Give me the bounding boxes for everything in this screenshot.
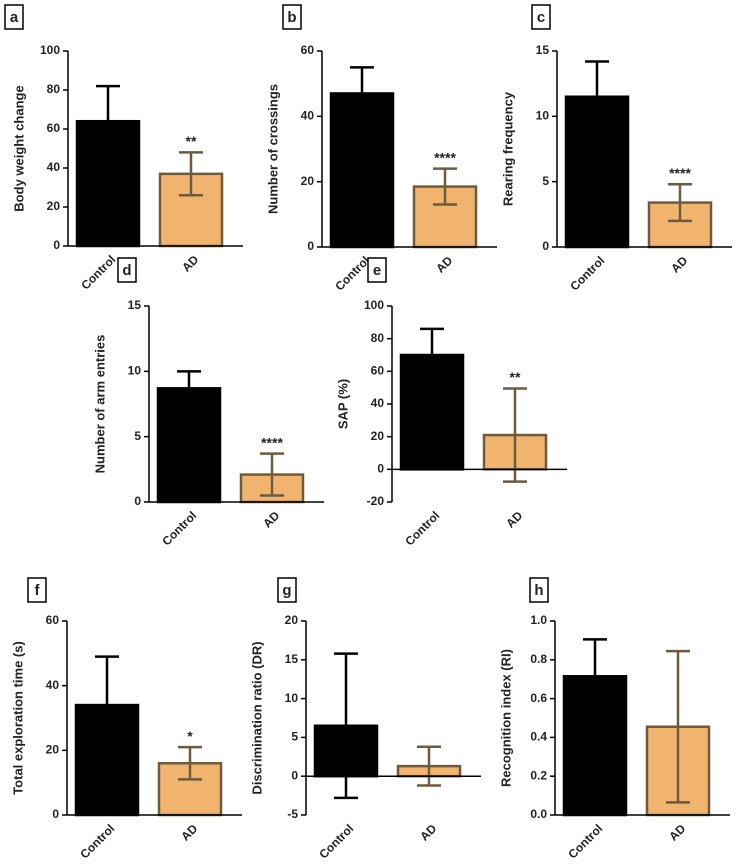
y-tick-label: 0.0 <box>530 807 547 821</box>
y-tick-label: 0 <box>52 807 59 821</box>
y-tick-label: 1.0 <box>530 613 547 627</box>
y-tick-label: 20 <box>371 429 385 443</box>
x-tick-label: Control <box>402 508 442 548</box>
panel: c Rearing frequency 0 5 10 15 Control **** AD <box>500 4 732 294</box>
y-axis-label: SAP (%) <box>335 379 350 429</box>
panel-label-box <box>367 257 387 283</box>
significance: **** <box>261 434 283 450</box>
significance: **** <box>669 165 691 181</box>
y-tick-label: 60 <box>47 121 61 135</box>
panel-label: f <box>35 582 41 599</box>
x-tick-label: AD <box>503 508 525 530</box>
panel-label: a <box>10 9 19 26</box>
y-tick-label: 40 <box>46 678 60 692</box>
y-tick-label: 0 <box>377 462 384 476</box>
panel: e SAP (%) -20 0 20 40 60 80 100 Control ** AD <box>335 257 567 549</box>
significance: ** <box>186 133 197 149</box>
y-tick-label: 0.2 <box>530 768 547 782</box>
panel: f Total exploration time (s) 0 20 40 60 Contro… <box>10 577 242 862</box>
y-tick-label: 5 <box>134 429 141 443</box>
y-axis-label: Recognition index (RI) <box>498 649 513 787</box>
panel-label: h <box>534 582 543 599</box>
y-axis-label: Rearing frequency <box>500 91 515 206</box>
y-tick-label: 20 <box>301 174 315 188</box>
y-axis-label: Discrimination ratio (DR) <box>249 641 264 794</box>
significance: **** <box>434 149 456 165</box>
panel-label-box <box>531 4 551 30</box>
y-axis-label: Body weight change <box>11 85 26 211</box>
x-tick-label: Control <box>77 821 117 861</box>
x-tick-label: Control <box>78 252 118 292</box>
x-tick-label: Control <box>332 253 372 293</box>
x-tick-label: Control <box>565 821 605 861</box>
y-tick-label: 0 <box>134 494 141 508</box>
y-axis-label: Number of crossings <box>265 84 280 214</box>
y-tick-label: 0.8 <box>530 652 547 666</box>
y-tick-label: 20 <box>285 613 299 627</box>
y-tick-label: 40 <box>301 109 315 123</box>
x-tick-label: AD <box>668 253 690 275</box>
x-tick-label: AD <box>178 821 200 843</box>
y-tick-label: 0.4 <box>530 730 547 744</box>
y-tick-label: 0 <box>291 768 298 782</box>
panel-label-box <box>117 257 137 283</box>
x-tick-label: AD <box>666 821 688 843</box>
panel-label-box <box>282 4 302 30</box>
y-tick-label: 60 <box>46 613 60 627</box>
significance: ** <box>510 369 521 385</box>
x-tick-label: Control <box>567 253 607 293</box>
x-tick-label: Control <box>159 508 199 548</box>
panel: h Recognition index (RI) 0.0 0.2 0.4 0.6 0.8 1.… <box>498 577 730 862</box>
panel-label: e <box>373 262 381 279</box>
y-tick-label: 40 <box>371 396 385 410</box>
panel-label-box <box>27 577 47 603</box>
y-tick-label: 0.6 <box>530 691 547 705</box>
y-tick-label: 60 <box>371 364 385 378</box>
y-tick-label: 5 <box>542 174 549 188</box>
significance: * <box>187 728 193 744</box>
y-tick-label: 15 <box>536 43 550 57</box>
x-tick-label: AD <box>179 252 201 274</box>
y-tick-label: 10 <box>128 364 142 378</box>
y-tick-label: 0 <box>307 239 314 253</box>
panel-label-box <box>277 577 297 603</box>
panel-label: b <box>287 9 296 26</box>
panel-label: g <box>282 582 291 599</box>
y-axis-label: Total exploration time (s) <box>10 641 25 795</box>
panel: a Body weight change 0 20 40 60 80 100 Control **… <box>4 4 243 293</box>
panel: b Number of crossings 0 20 40 60 Control **** AD <box>265 4 497 294</box>
panel: d Number of arm entries 0 5 10 15 Control **** A… <box>92 257 324 549</box>
y-tick-label: 20 <box>46 743 60 757</box>
panel-label-box <box>4 4 24 30</box>
panel-label-box <box>529 577 549 603</box>
x-tick-label: AD <box>433 253 455 275</box>
y-tick-label: 100 <box>40 43 60 57</box>
y-tick-label: 60 <box>301 43 315 57</box>
bar <box>156 387 222 504</box>
y-tick-label: -20 <box>367 494 385 508</box>
y-tick-label: 40 <box>47 160 61 174</box>
panel-label: c <box>537 9 545 26</box>
y-tick-label: 5 <box>291 730 298 744</box>
y-tick-label: 100 <box>364 298 384 312</box>
x-tick-label: Control <box>316 821 356 861</box>
panel-label: d <box>122 262 131 279</box>
y-tick-label: 10 <box>536 109 550 123</box>
y-tick-label: 20 <box>47 199 61 213</box>
panel: g Discrimination ratio (DR) -5 0 5 10 15 20 Cont… <box>249 577 481 862</box>
y-tick-label: 80 <box>47 82 61 96</box>
y-tick-label: 0 <box>542 239 549 253</box>
y-tick-label: -5 <box>287 807 298 821</box>
y-tick-label: 10 <box>285 691 299 705</box>
y-tick-label: 80 <box>371 331 385 345</box>
x-tick-label: AD <box>260 508 282 530</box>
y-tick-label: 0 <box>53 238 60 252</box>
y-tick-label: 15 <box>285 652 299 666</box>
y-axis-label: Number of arm entries <box>92 335 107 474</box>
x-tick-label: AD <box>417 821 439 843</box>
y-tick-label: 15 <box>128 298 142 312</box>
